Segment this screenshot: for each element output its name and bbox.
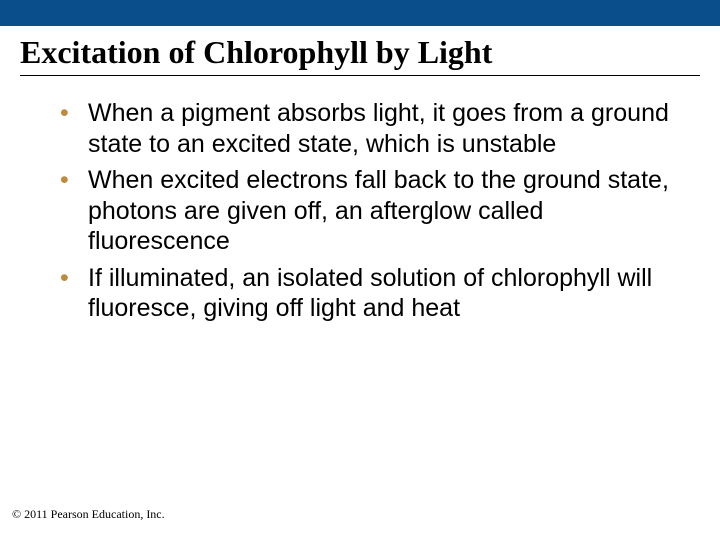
bullet-item: If illuminated, an isolated solution of … [60,263,670,324]
bullet-item: When a pigment absorbs light, it goes fr… [60,98,670,159]
bullet-list: When a pigment absorbs light, it goes fr… [60,98,670,324]
bullet-item: When excited electrons fall back to the … [60,165,670,257]
top-accent-bar [0,0,720,26]
copyright-text: © 2011 Pearson Education, Inc. [12,507,165,522]
slide-title: Excitation of Chlorophyll by Light [20,34,700,76]
